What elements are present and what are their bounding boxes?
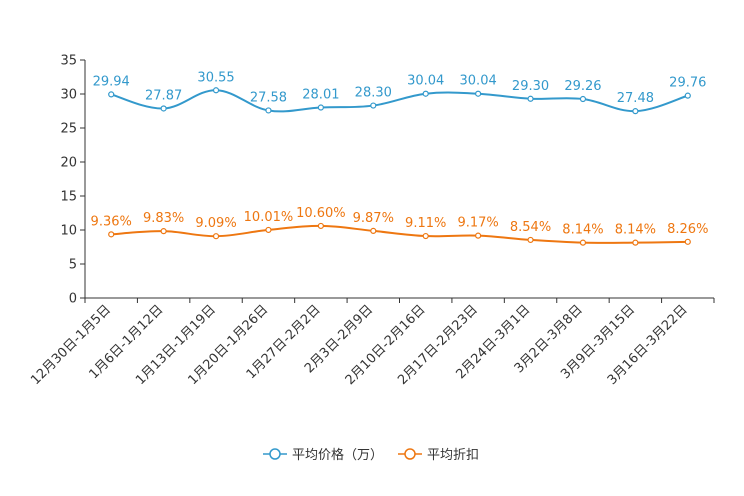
data-point [632,108,639,115]
data-label: 10.60% [296,206,346,221]
data-point [579,95,587,103]
data-label: 28.01 [302,88,339,103]
data-point [370,102,377,109]
data-label: 29.30 [512,79,549,94]
y-tick-label: 30 [60,88,77,103]
y-tick-label: 5 [69,258,77,273]
data-point [265,226,272,234]
series-1: 29.94 27.87 30.55 27.58 28.01 28.30 30.04 30.04… [93,70,706,115]
data-point [475,232,482,239]
data-point [527,95,534,102]
data-label: 8.26% [667,222,708,237]
y-tick-label: 20 [60,156,77,171]
data-point [160,228,167,235]
y-axis: 0 5 10 15 20 25 30 35 [60,54,86,307]
data-point [212,233,220,240]
data-label: 27.48 [617,91,654,106]
data-label: 27.87 [145,88,182,103]
data-label: 30.04 [407,74,444,89]
series-line [110,89,689,113]
y-tick-label: 35 [60,54,77,69]
series-layer: 29.94 27.87 30.55 27.58 28.01 28.30 30.04 30.04… [91,70,708,246]
legend-label: 平均折扣 [427,448,479,463]
data-label: 9.36% [91,214,132,229]
data-point [160,105,167,112]
data-label: 29.76 [669,76,706,91]
series-line [111,224,688,244]
data-label: 9.17% [457,216,498,231]
data-point [317,222,324,230]
data-label: 8.14% [615,223,656,238]
data-point [265,107,272,114]
data-label: 9.87% [353,211,394,226]
data-label: 8.54% [510,220,551,235]
data-label: 10.01% [244,210,294,225]
data-label: 29.26 [564,79,601,94]
data-point [212,87,220,94]
series-2: 9.36% 9.83% 9.09% 10.01% 10.60% 9.87% 9.11% 9.1… [91,206,708,246]
data-point [684,92,691,99]
data-label: 9.83% [143,211,184,226]
data-label: 30.04 [460,74,497,89]
y-tick-label: 10 [60,224,77,239]
data-label: 27.58 [250,90,287,105]
data-label: 8.14% [562,223,603,238]
legend[interactable]: 平均价格（万） 平均折扣 [263,447,479,463]
data-label: 29.94 [93,74,130,89]
legend-label: 平均价格（万） [292,447,383,463]
legend-item-2[interactable]: 平均折扣 [398,448,479,463]
data-point [108,91,115,98]
y-tick-label: 0 [69,292,77,307]
data-point [108,231,115,238]
data-point [422,90,429,97]
data-point [422,232,429,240]
y-tick-label: 25 [60,122,77,137]
data-label: 9.09% [195,216,236,231]
data-point [684,238,691,245]
data-point [579,239,587,246]
data-point [370,227,377,234]
data-point [632,239,639,246]
data-label: 30.55 [197,70,234,85]
data-point [527,236,534,244]
legend-marker-icon [269,448,281,460]
x-axis: 12月30日-1月5日1月6日-1月12日1月13日-1月19日1月20日-1月… [28,297,715,388]
data-point [475,90,482,97]
legend-item-1[interactable]: 平均价格（万） [263,447,383,463]
legend-marker-icon [404,448,416,460]
data-label: 28.30 [355,86,392,101]
y-tick-label: 15 [60,190,77,205]
data-label: 9.11% [405,216,446,231]
data-point [317,104,324,111]
